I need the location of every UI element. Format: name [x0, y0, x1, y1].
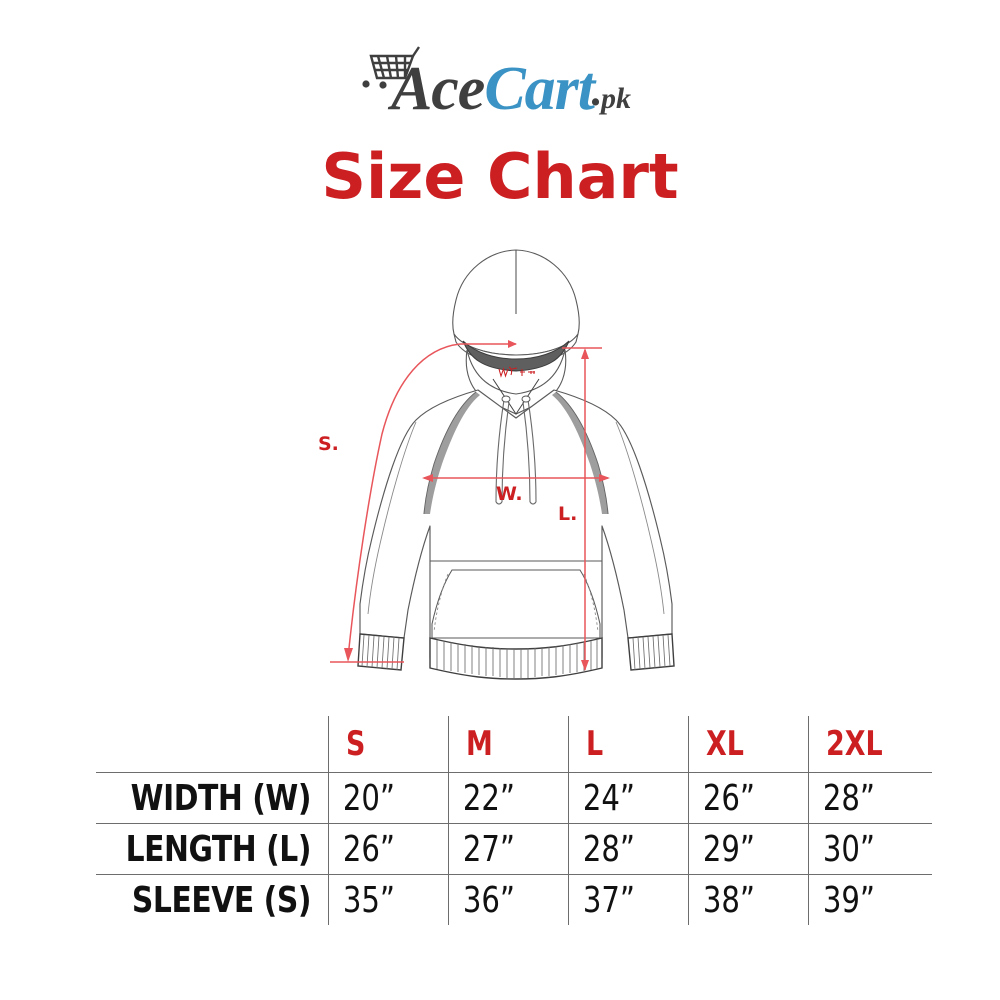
collar-brand-mark	[498, 366, 535, 378]
table-row: SLEEVE (S) 35” 36” 37” 38” 39”	[96, 874, 932, 925]
drawstrings	[495, 399, 537, 505]
cell-width-2xl: 28”	[807, 772, 920, 824]
pocket-stitch-left	[433, 573, 449, 633]
table-header-m: M	[447, 716, 554, 773]
armscye-shade-left	[424, 392, 480, 514]
eyelet-right	[521, 395, 531, 403]
sleeve-arrow-head	[344, 648, 353, 662]
width-measure-label: W.	[496, 483, 523, 505]
eyelet-left	[501, 395, 511, 403]
hoodie-body-and-sleeves	[359, 389, 673, 669]
length-arrow-bottom	[581, 660, 589, 671]
table-header-l: L	[567, 716, 674, 773]
cell-width-m: 22”	[447, 772, 556, 824]
cell-width-xl: 26”	[687, 772, 796, 824]
cell-sleeve-m: 36”	[447, 874, 556, 925]
cell-sleeve-l: 37”	[567, 874, 676, 925]
measurement-lines	[330, 340, 610, 671]
cell-width-s: 20”	[327, 772, 436, 824]
table-header-row: S M L XL 2XL	[96, 716, 932, 773]
brand-tld: pk	[601, 82, 632, 115]
table-header-xl: XL	[687, 716, 794, 773]
cuff-left	[357, 633, 405, 671]
row-label-sleeve: SLEEVE (S)	[114, 874, 328, 925]
brand-word-cart: Cart	[484, 55, 595, 123]
table-header-2xl: 2XL	[807, 716, 918, 773]
width-arrow-left	[422, 474, 433, 482]
width-arrow-right	[599, 474, 610, 482]
shopping-cart-icon	[362, 46, 420, 89]
table-header-s: S	[327, 716, 434, 773]
cell-sleeve-s: 35”	[327, 874, 436, 925]
table-row: LENGTH (L) 26” 27” 28” 29” 30”	[96, 823, 932, 875]
cuff-right	[627, 633, 675, 671]
page-title: Size Chart	[321, 140, 679, 213]
cell-length-s: 26”	[327, 823, 436, 875]
hoodie-technical-drawing: S. W. L.	[318, 249, 675, 680]
hood-inner-lining	[462, 340, 570, 372]
brand-dot: .	[590, 66, 602, 115]
table-row: WIDTH (W) 20” 22” 24” 26” 28”	[96, 772, 932, 824]
cell-sleeve-xl: 38”	[687, 874, 796, 925]
cell-width-l: 24”	[567, 772, 676, 824]
bottom-rib-hem	[429, 637, 603, 680]
cell-length-xl: 29”	[687, 823, 796, 875]
cell-length-2xl: 30”	[807, 823, 920, 875]
cell-sleeve-2xl: 39”	[807, 874, 920, 925]
row-label-width: WIDTH (W)	[114, 772, 328, 824]
brand-logo-inner: Ace Cart . pk	[362, 42, 632, 123]
cell-length-l: 28”	[567, 823, 676, 875]
sleeve-measure-label: S.	[318, 433, 339, 455]
cell-length-m: 27”	[447, 823, 556, 875]
size-chart-table: S M L XL 2XL WIDTH (W) 20” 22” 24” 26” 2…	[96, 716, 932, 925]
collar-v	[492, 378, 540, 415]
table-corner-cell	[96, 716, 328, 773]
armscye-shade-right	[552, 392, 608, 514]
brand-logo: Ace Cart . pk	[0, 42, 1000, 120]
brand-word-ace: Ace	[390, 55, 485, 123]
length-arrow-top	[581, 348, 589, 359]
length-measure-label: L.	[558, 503, 577, 525]
row-label-length: LENGTH (L)	[114, 823, 328, 875]
sleeve-measure-curve	[347, 343, 461, 659]
pocket-stitch-right	[583, 573, 599, 633]
